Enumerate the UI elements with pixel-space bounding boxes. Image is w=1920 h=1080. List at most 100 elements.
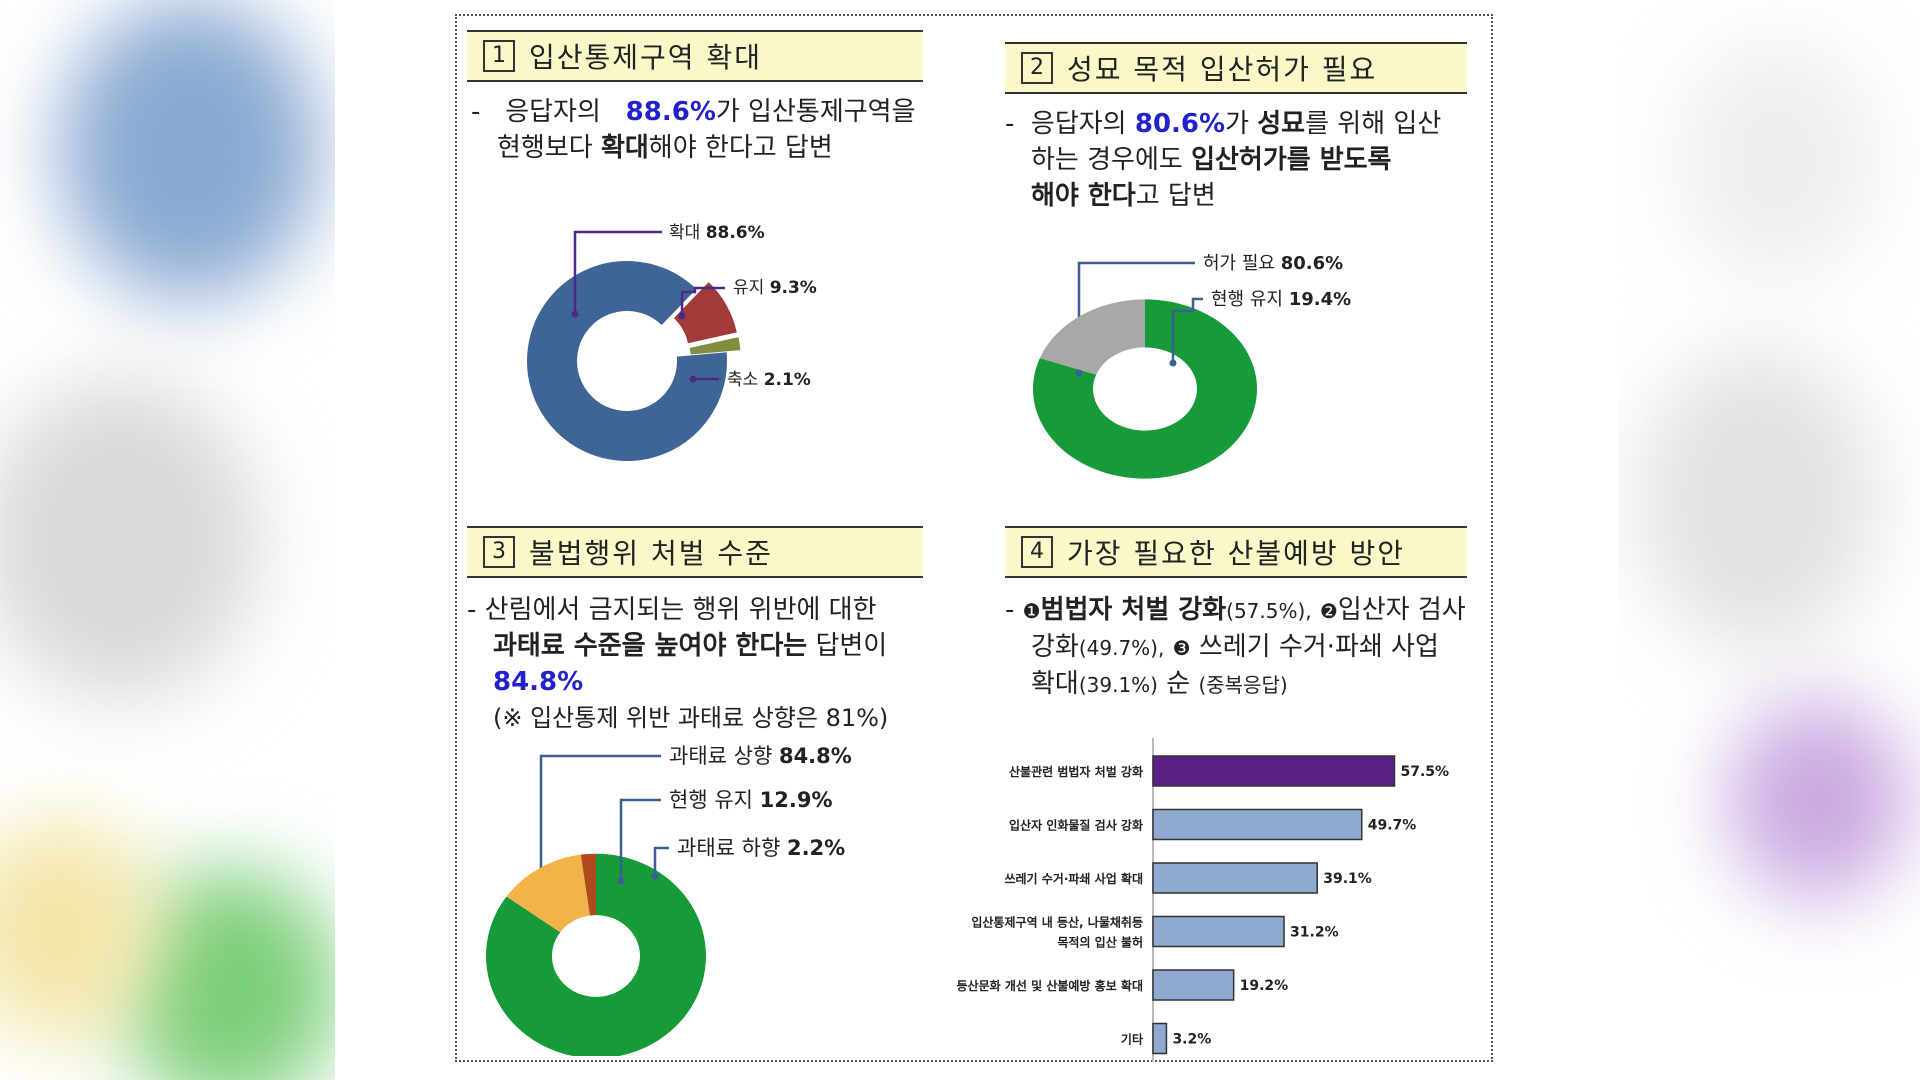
- leader-dot: [571, 310, 579, 318]
- panel1-number: 1: [483, 40, 515, 72]
- bar-6: [1152, 1022, 1168, 1055]
- infographic-frame: 1 입산통제구역 확대 - 응답자의 88.6%가 입산통제구역을 현행보다 확…: [455, 14, 1493, 1062]
- bar-category-label: 입산자 인화물질 검사 강화: [1009, 818, 1143, 833]
- slice-label: 현행 유지 12.9%: [669, 788, 833, 812]
- text: 확대: [1031, 669, 1079, 699]
- slice-label: 유지 9.3%: [733, 278, 817, 298]
- text: 가 입산통제구역을: [715, 97, 916, 127]
- slice-label: 과태료 하향 2.2%: [677, 836, 845, 860]
- donut-slice-3: [580, 853, 596, 916]
- bold-text: 해야 한다: [1031, 181, 1136, 211]
- bold-text: 확대: [600, 133, 649, 163]
- text: 입산자 검사: [1337, 595, 1466, 625]
- text: 응답자의: [505, 97, 601, 127]
- leader-dot: [617, 877, 625, 885]
- panel3-title: 불법행위 처벌 수준: [529, 537, 773, 570]
- bar-category-label: 입산통제구역 내 등산, 나물채취등 목적의 입산 불허: [971, 915, 1143, 950]
- marker: ❸: [1172, 636, 1191, 660]
- bar-3: [1152, 862, 1318, 894]
- leader-line: [619, 798, 661, 881]
- highlight-percent: 84.8%: [493, 667, 584, 697]
- dash: -: [1005, 109, 1015, 139]
- text: 강화: [1031, 632, 1079, 662]
- panel2-title: 성묘 목적 입산허가 필요: [1067, 53, 1378, 86]
- panel2-description: - 응답자의 80.6%가 성묘를 위해 입산 하는 경우에도 입산허가를 받도…: [1005, 106, 1485, 214]
- donut-slice-2: [673, 282, 737, 344]
- leader-line: [653, 846, 669, 876]
- chart1-donut: 확대 88.6% 유지 9.3% 축소 2.1%: [527, 223, 817, 461]
- text: (중복응답): [1198, 673, 1288, 697]
- leader-dot: [1169, 359, 1177, 367]
- bold-text: 과태료 수준을 높여야 한다는: [493, 631, 808, 661]
- dash: -: [1005, 595, 1015, 625]
- highlight-percent: 80.6%: [1134, 109, 1226, 139]
- chart2-donut: 허가 필요 80.6% 현행 유지 19.4%: [1033, 253, 1351, 479]
- text: 답변이: [815, 631, 888, 661]
- panel2-number: 2: [1021, 52, 1053, 84]
- text: 응답자의: [1030, 109, 1127, 139]
- panel2-header: 2 성묘 목적 입산허가 필요: [1005, 42, 1467, 94]
- chart3-donut: 과태료 상향 84.8% 현행 유지 12.9% 과태료 하향 2.2%: [486, 744, 852, 1056]
- text: 를 위해 입산: [1305, 109, 1442, 139]
- text: 해야 한다고 답변: [648, 133, 833, 163]
- slice-label: 축소 2.1%: [727, 370, 811, 390]
- leader-dot: [689, 375, 697, 383]
- panel3-number: 3: [483, 536, 515, 568]
- text: 가: [1225, 109, 1249, 139]
- panel1-description: - 응답자의 88.6%가 입산통제구역을 현행보다 확대해야 한다고 답변: [471, 94, 951, 166]
- panel4-title: 가장 필요한 산불예방 방안: [1067, 537, 1406, 570]
- dash: -: [467, 595, 477, 625]
- leader-dot: [1075, 369, 1083, 377]
- text: 현행보다: [497, 133, 593, 163]
- bold-text: 성묘: [1257, 109, 1306, 139]
- panel3-description: - 산림에서 금지되는 행위 위반에 대한 과태료 수준을 높여야 한다는 답변…: [467, 592, 967, 736]
- bar-category-label: 기타: [1121, 1032, 1143, 1047]
- panel1-title: 입산통제구역 확대: [529, 41, 762, 74]
- text: (49.7%),: [1078, 636, 1165, 660]
- leader-dot: [651, 872, 659, 880]
- note: (※ 입산통제 위반 과태료 상향은 81%): [493, 704, 889, 732]
- text: (57.5%),: [1226, 599, 1312, 623]
- bar-1: [1152, 755, 1396, 787]
- bar-2: [1152, 808, 1363, 841]
- text: 쓰레기 수거·파쇄 사업: [1198, 632, 1439, 662]
- slice-label: 현행 유지 19.4%: [1211, 289, 1351, 310]
- text: 고 답변: [1135, 181, 1216, 211]
- donut-slice-1: [1033, 299, 1257, 479]
- text: (39.1%): [1078, 673, 1158, 697]
- bar-value-label: 31.2%: [1290, 925, 1339, 941]
- text: 순: [1166, 669, 1191, 699]
- panel4-header: 4 가장 필요한 산불예방 방안: [1005, 526, 1467, 578]
- text: 하는 경우에도: [1031, 145, 1183, 175]
- chart4-bars: 57.5% 산불관련 범법자 처벌 강화 49.7% 입산자 인화물질 검사 강화 39…: [957, 738, 1450, 1062]
- left-blur-background: [0, 0, 335, 1080]
- bold-text: 입산허가를 받도록: [1191, 145, 1392, 175]
- bar-5: [1152, 969, 1235, 1001]
- slice-label: 확대 88.6%: [669, 223, 765, 243]
- leader-line: [539, 754, 661, 906]
- text: 산림에서 금지되는 행위 위반에 대한: [484, 595, 877, 625]
- donut-slice-2: [506, 854, 590, 933]
- panel4-number: 4: [1021, 536, 1053, 568]
- bold-text: 범법자 처벌 강화: [1040, 595, 1227, 625]
- bar-value-label: 19.2%: [1240, 978, 1289, 994]
- highlight-percent: 88.6%: [625, 97, 716, 127]
- leader-line: [573, 230, 662, 314]
- right-blur-background: [1618, 0, 1920, 1080]
- dash: -: [471, 97, 481, 127]
- slice-label: 과태료 상향 84.8%: [669, 744, 852, 768]
- panel3-header: 3 불법행위 처벌 수준: [467, 526, 923, 578]
- bar-value-label: 49.7%: [1368, 818, 1417, 834]
- bar-category-label: 산불관련 범법자 처벌 강화: [1009, 764, 1143, 779]
- bar-value-label: 57.5%: [1401, 764, 1450, 780]
- leader-line: [680, 286, 725, 316]
- leader-line: [1171, 297, 1203, 363]
- donut-slice-1: [486, 853, 706, 1056]
- marker: ❶: [1022, 599, 1041, 623]
- bar-value-label: 3.2%: [1172, 1032, 1211, 1048]
- donut-slice-1: [527, 261, 727, 461]
- marker: ❷: [1319, 599, 1338, 623]
- donut-slice-2: [1039, 299, 1145, 375]
- panel1-header: 1 입산통제구역 확대: [467, 30, 923, 82]
- bar-4: [1152, 915, 1285, 948]
